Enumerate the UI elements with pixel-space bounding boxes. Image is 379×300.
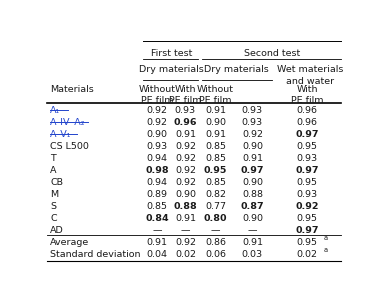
Text: 0.85: 0.85	[146, 202, 168, 211]
Text: 0.93: 0.93	[175, 106, 196, 115]
Text: 0.92: 0.92	[175, 166, 196, 175]
Text: 0.92: 0.92	[242, 130, 263, 139]
Text: Wet materials
and water: Wet materials and water	[277, 65, 343, 86]
Text: 0.95: 0.95	[297, 178, 318, 187]
Text: A–V₁: A–V₁	[50, 130, 72, 139]
Text: 0.91: 0.91	[242, 154, 263, 163]
Text: 0.90: 0.90	[146, 130, 168, 139]
Text: 0.92: 0.92	[146, 118, 168, 127]
Text: 0.85: 0.85	[205, 154, 226, 163]
Text: 0.84: 0.84	[145, 214, 169, 223]
Text: 0.96: 0.96	[297, 118, 318, 127]
Text: 0.91: 0.91	[175, 214, 196, 223]
Text: 0.98: 0.98	[145, 166, 169, 175]
Text: C: C	[50, 214, 57, 223]
Text: 0.02: 0.02	[175, 250, 196, 259]
Text: —: —	[181, 226, 190, 235]
Text: 0.91: 0.91	[205, 130, 226, 139]
Text: T: T	[50, 154, 56, 163]
Text: 0.97: 0.97	[296, 226, 319, 235]
Text: CS L500: CS L500	[50, 142, 89, 151]
Text: 0.93: 0.93	[146, 142, 168, 151]
Text: 0.95: 0.95	[297, 142, 318, 151]
Text: 0.89: 0.89	[146, 190, 168, 199]
Text: 0.91: 0.91	[146, 238, 168, 247]
Text: 0.97: 0.97	[241, 166, 264, 175]
Text: Average: Average	[50, 238, 89, 247]
Text: 0.04: 0.04	[146, 250, 168, 259]
Text: Standard deviation: Standard deviation	[50, 250, 141, 259]
Text: 0.94: 0.94	[146, 178, 168, 187]
Text: 0.82: 0.82	[205, 190, 226, 199]
Text: 0.85: 0.85	[205, 178, 226, 187]
Text: 0.93: 0.93	[297, 154, 318, 163]
Text: 0.91: 0.91	[175, 130, 196, 139]
Text: 0.91: 0.91	[242, 238, 263, 247]
Text: CB: CB	[50, 178, 63, 187]
Text: 0.02: 0.02	[297, 250, 318, 259]
Text: 0.97: 0.97	[296, 166, 319, 175]
Text: 0.88: 0.88	[174, 202, 197, 211]
Text: 0.96: 0.96	[297, 106, 318, 115]
Text: First test: First test	[151, 49, 192, 58]
Text: 0.92: 0.92	[175, 178, 196, 187]
Text: 0.80: 0.80	[204, 214, 227, 223]
Text: 0.91: 0.91	[205, 106, 226, 115]
Text: Second test: Second test	[244, 49, 300, 58]
Text: 0.95: 0.95	[204, 166, 227, 175]
Text: With
PE film: With PE film	[169, 85, 202, 105]
Text: 0.92: 0.92	[175, 142, 196, 151]
Text: 0.06: 0.06	[205, 250, 226, 259]
Text: 0.90: 0.90	[175, 190, 196, 199]
Text: 0.96: 0.96	[174, 118, 197, 127]
Text: 0.93: 0.93	[242, 106, 263, 115]
Text: 0.95: 0.95	[297, 214, 318, 223]
Text: 0.90: 0.90	[242, 142, 263, 151]
Text: 0.90: 0.90	[205, 118, 226, 127]
Text: With
PE film: With PE film	[291, 85, 324, 105]
Text: 0.92: 0.92	[175, 238, 196, 247]
Text: S: S	[50, 202, 56, 211]
Text: a: a	[324, 235, 327, 241]
Text: 0.94: 0.94	[146, 154, 168, 163]
Text: 0.92: 0.92	[296, 202, 319, 211]
Text: a: a	[324, 247, 327, 253]
Text: 0.95: 0.95	[297, 238, 318, 247]
Text: A: A	[50, 166, 57, 175]
Text: 0.97: 0.97	[296, 130, 319, 139]
Text: 0.92: 0.92	[146, 106, 168, 115]
Text: Without
PE film: Without PE film	[138, 85, 175, 105]
Text: 0.77: 0.77	[205, 202, 226, 211]
Text: Materials: Materials	[50, 85, 94, 94]
Text: 0.87: 0.87	[241, 202, 264, 211]
Text: Without
PE film: Without PE film	[197, 85, 234, 105]
Text: 0.93: 0.93	[242, 118, 263, 127]
Text: 0.90: 0.90	[242, 178, 263, 187]
Text: 0.03: 0.03	[242, 250, 263, 259]
Text: Dry materials: Dry materials	[204, 65, 269, 74]
Text: A–IV–A₂: A–IV–A₂	[50, 118, 86, 127]
Text: A₁: A₁	[50, 106, 61, 115]
Text: —: —	[247, 226, 257, 235]
Text: —: —	[152, 226, 162, 235]
Text: 0.93: 0.93	[297, 190, 318, 199]
Text: 0.85: 0.85	[205, 142, 226, 151]
Text: 0.90: 0.90	[242, 214, 263, 223]
Text: M: M	[50, 190, 58, 199]
Text: 0.92: 0.92	[175, 154, 196, 163]
Text: Dry materials: Dry materials	[139, 65, 204, 74]
Text: AD: AD	[50, 226, 64, 235]
Text: —: —	[211, 226, 221, 235]
Text: 0.88: 0.88	[242, 190, 263, 199]
Text: 0.86: 0.86	[205, 238, 226, 247]
